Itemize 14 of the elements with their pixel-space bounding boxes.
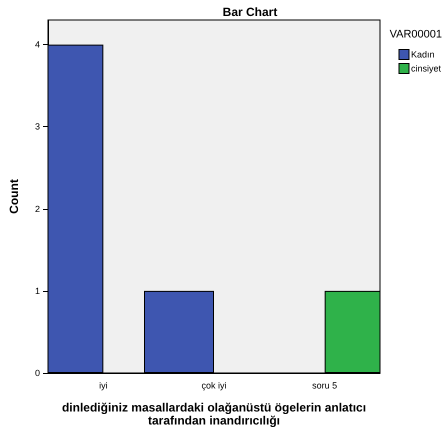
legend-title: VAR00001	[390, 28, 442, 40]
y-tick-label: 2	[34, 204, 40, 214]
y-tick-label: 0	[34, 368, 40, 378]
chart-title: Bar Chart	[222, 5, 278, 19]
y-tick-label: 3	[34, 122, 40, 132]
y-tick-label: 1	[34, 286, 40, 296]
legend-label: Kadın	[410, 50, 435, 60]
y-axis-title: Count	[7, 179, 21, 214]
x-tick-label: çok iyi	[201, 380, 227, 390]
x-tick-label: iyi	[99, 380, 108, 390]
x-axis-title: dinlediğiniz masallardaki olağanüstü ögelerin anlatıcı tarafından inandırıcılığı	[62, 400, 366, 428]
y-tick-label: 4	[34, 40, 40, 50]
legend-label: cinsiyet	[410, 64, 442, 74]
x-tick-label: soru 5	[312, 380, 338, 390]
